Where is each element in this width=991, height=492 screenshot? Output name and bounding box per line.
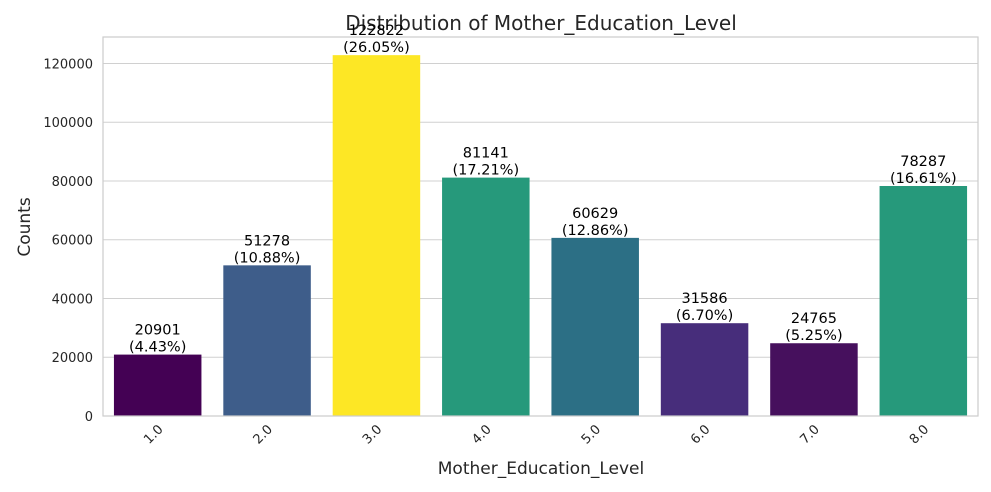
bar bbox=[113, 354, 202, 416]
x-tick-label: 5.0 bbox=[579, 422, 604, 447]
x-tick-label: 1.0 bbox=[141, 422, 166, 447]
bar-percent-label: (26.05%) bbox=[343, 40, 410, 56]
bar-value-label: 81141 bbox=[463, 146, 509, 162]
bar-value-label: 51278 bbox=[244, 233, 290, 249]
chart-title: Distribution of Mother_Education_Level bbox=[345, 11, 737, 35]
x-tick-label: 6.0 bbox=[688, 422, 713, 447]
x-tick-label: 8.0 bbox=[907, 422, 932, 447]
y-tick-label: 20000 bbox=[52, 351, 93, 366]
bar-percent-label: (5.25%) bbox=[785, 328, 842, 344]
y-axis-ticks: 0 20000 40000 60000 80000 100000 120000 bbox=[43, 57, 93, 425]
x-axis-ticks: 1.0 2.0 3.0 4.0 5.0 6.0 7.0 8.0 bbox=[141, 422, 932, 447]
bar-percent-label: (17.21%) bbox=[453, 163, 520, 179]
bars bbox=[113, 55, 968, 416]
bar bbox=[551, 237, 639, 416]
y-axis-label: Counts bbox=[15, 197, 35, 256]
bar-percent-label: (6.70%) bbox=[676, 308, 733, 324]
y-tick-label: 120000 bbox=[43, 57, 93, 72]
plot-frame bbox=[102, 36, 979, 417]
bar-value-label: 60629 bbox=[572, 206, 618, 222]
bar-value-label: 24765 bbox=[791, 311, 837, 327]
y-tick-label: 60000 bbox=[52, 234, 93, 249]
bar-value-label: 122822 bbox=[349, 23, 404, 39]
y-tick-label: 0 bbox=[85, 410, 93, 425]
bar-percent-label: (16.61%) bbox=[890, 171, 957, 187]
bar bbox=[660, 323, 749, 416]
x-tick-label: 2.0 bbox=[251, 422, 276, 447]
bar bbox=[332, 55, 421, 416]
bar-percent-label: (10.88%) bbox=[234, 250, 301, 266]
bar-value-label: 20901 bbox=[135, 323, 181, 339]
bar-labels: 20901(4.43%) 51278(10.88%) 122822(26.05%) 8… bbox=[129, 23, 957, 355]
x-tick-label: 4.0 bbox=[469, 422, 494, 447]
x-tick-label: 7.0 bbox=[798, 422, 823, 447]
bar bbox=[223, 265, 311, 416]
y-tick-label: 80000 bbox=[52, 175, 93, 190]
y-tick-label: 40000 bbox=[52, 292, 93, 307]
bar bbox=[879, 185, 968, 416]
bar-value-label: 31586 bbox=[681, 291, 727, 307]
x-tick-label: 3.0 bbox=[360, 422, 385, 447]
y-tick-label: 100000 bbox=[43, 116, 93, 131]
bar-value-label: 78287 bbox=[900, 154, 946, 170]
bar bbox=[442, 177, 530, 416]
bar-percent-label: (12.86%) bbox=[562, 223, 629, 239]
bar-percent-label: (4.43%) bbox=[129, 340, 186, 356]
bar bbox=[770, 343, 858, 416]
x-axis-label: Mother_Education_Level bbox=[438, 459, 644, 479]
